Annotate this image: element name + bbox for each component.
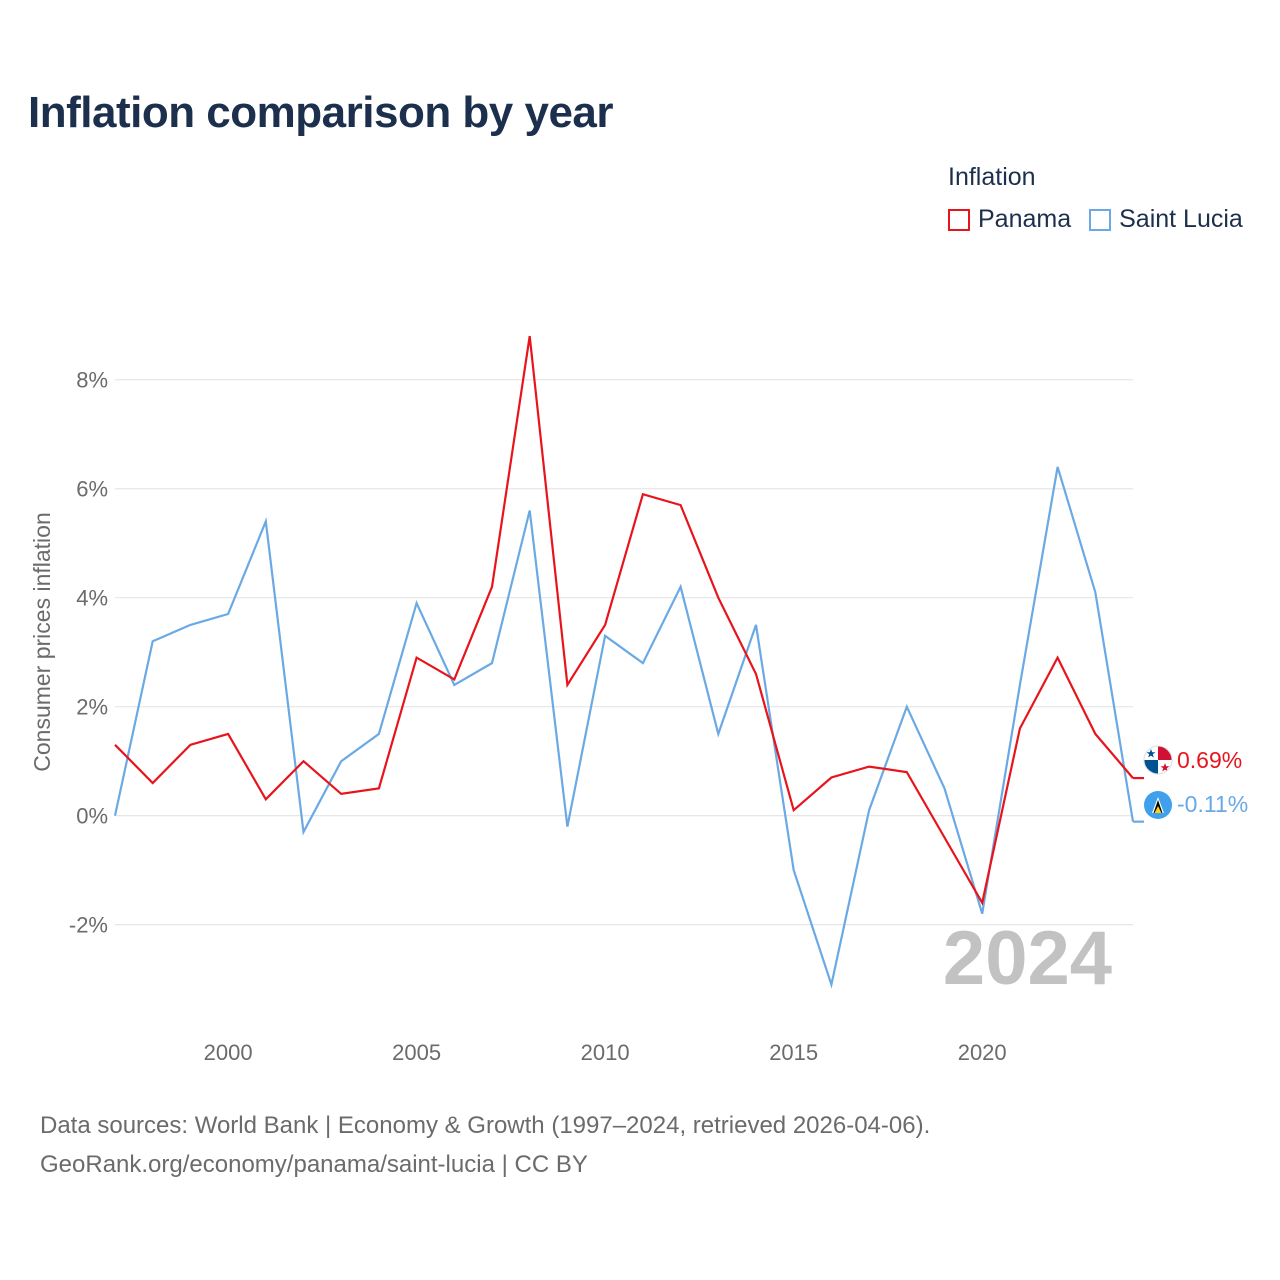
legend-swatch-saint-lucia [1089,208,1112,231]
grid-lines [115,379,1133,926]
x-tick-label: 2020 [958,1040,1007,1065]
x-axis-ticks: 2000 2005 2010 2015 2020 [204,1040,1007,1065]
y-axis-ticks: 8% 6% 4% 2% 0% -2% [69,368,108,938]
x-tick-label: 2015 [769,1040,818,1065]
y-axis-title: Consumer prices inflation [29,512,55,772]
y-tick-label: 0% [76,804,108,829]
footer-link[interactable]: GeoRank.org/economy/panama/saint-lucia |… [40,1151,588,1178]
legend-label-panama: Panama [978,205,1072,233]
x-tick-label: 2010 [581,1040,630,1065]
legend-item-saint-lucia[interactable]: Saint Lucia [1089,205,1243,234]
legend-title: Inflation [948,163,1036,191]
end-label-saint-lucia: -0.11% [1177,791,1248,817]
panama-flag-icon [1143,745,1173,775]
saint-lucia-flag-icon [1144,791,1172,819]
end-markers [1143,745,1173,819]
x-tick-label: 2000 [204,1040,253,1065]
y-tick-label: 4% [76,586,108,611]
legend-item-panama[interactable]: Panama [948,205,1071,234]
series-line-saint-lucia[interactable] [113,466,1135,989]
y-tick-label: 6% [76,477,108,502]
chart-title: Inflation comparison by year [28,88,614,137]
legend-label-saint-lucia: Saint Lucia [1119,205,1243,233]
x-tick-label: 2005 [392,1040,441,1065]
footer-source: Data sources: World Bank | Economy & Gro… [40,1112,931,1139]
footer: Data sources: World Bank | Economy & Gro… [40,1106,930,1184]
y-tick-label: 8% [76,368,108,393]
y-tick-label: -2% [69,913,108,938]
series-lines [113,335,1144,989]
legend-swatch-panama [948,208,970,231]
series-line-panama[interactable] [114,335,1134,906]
y-tick-label: 2% [76,695,108,720]
year-watermark: 2024 [943,916,1112,1001]
legend: Panama Saint Lucia [948,205,1243,234]
end-label-panama: 0.69% [1177,747,1242,773]
